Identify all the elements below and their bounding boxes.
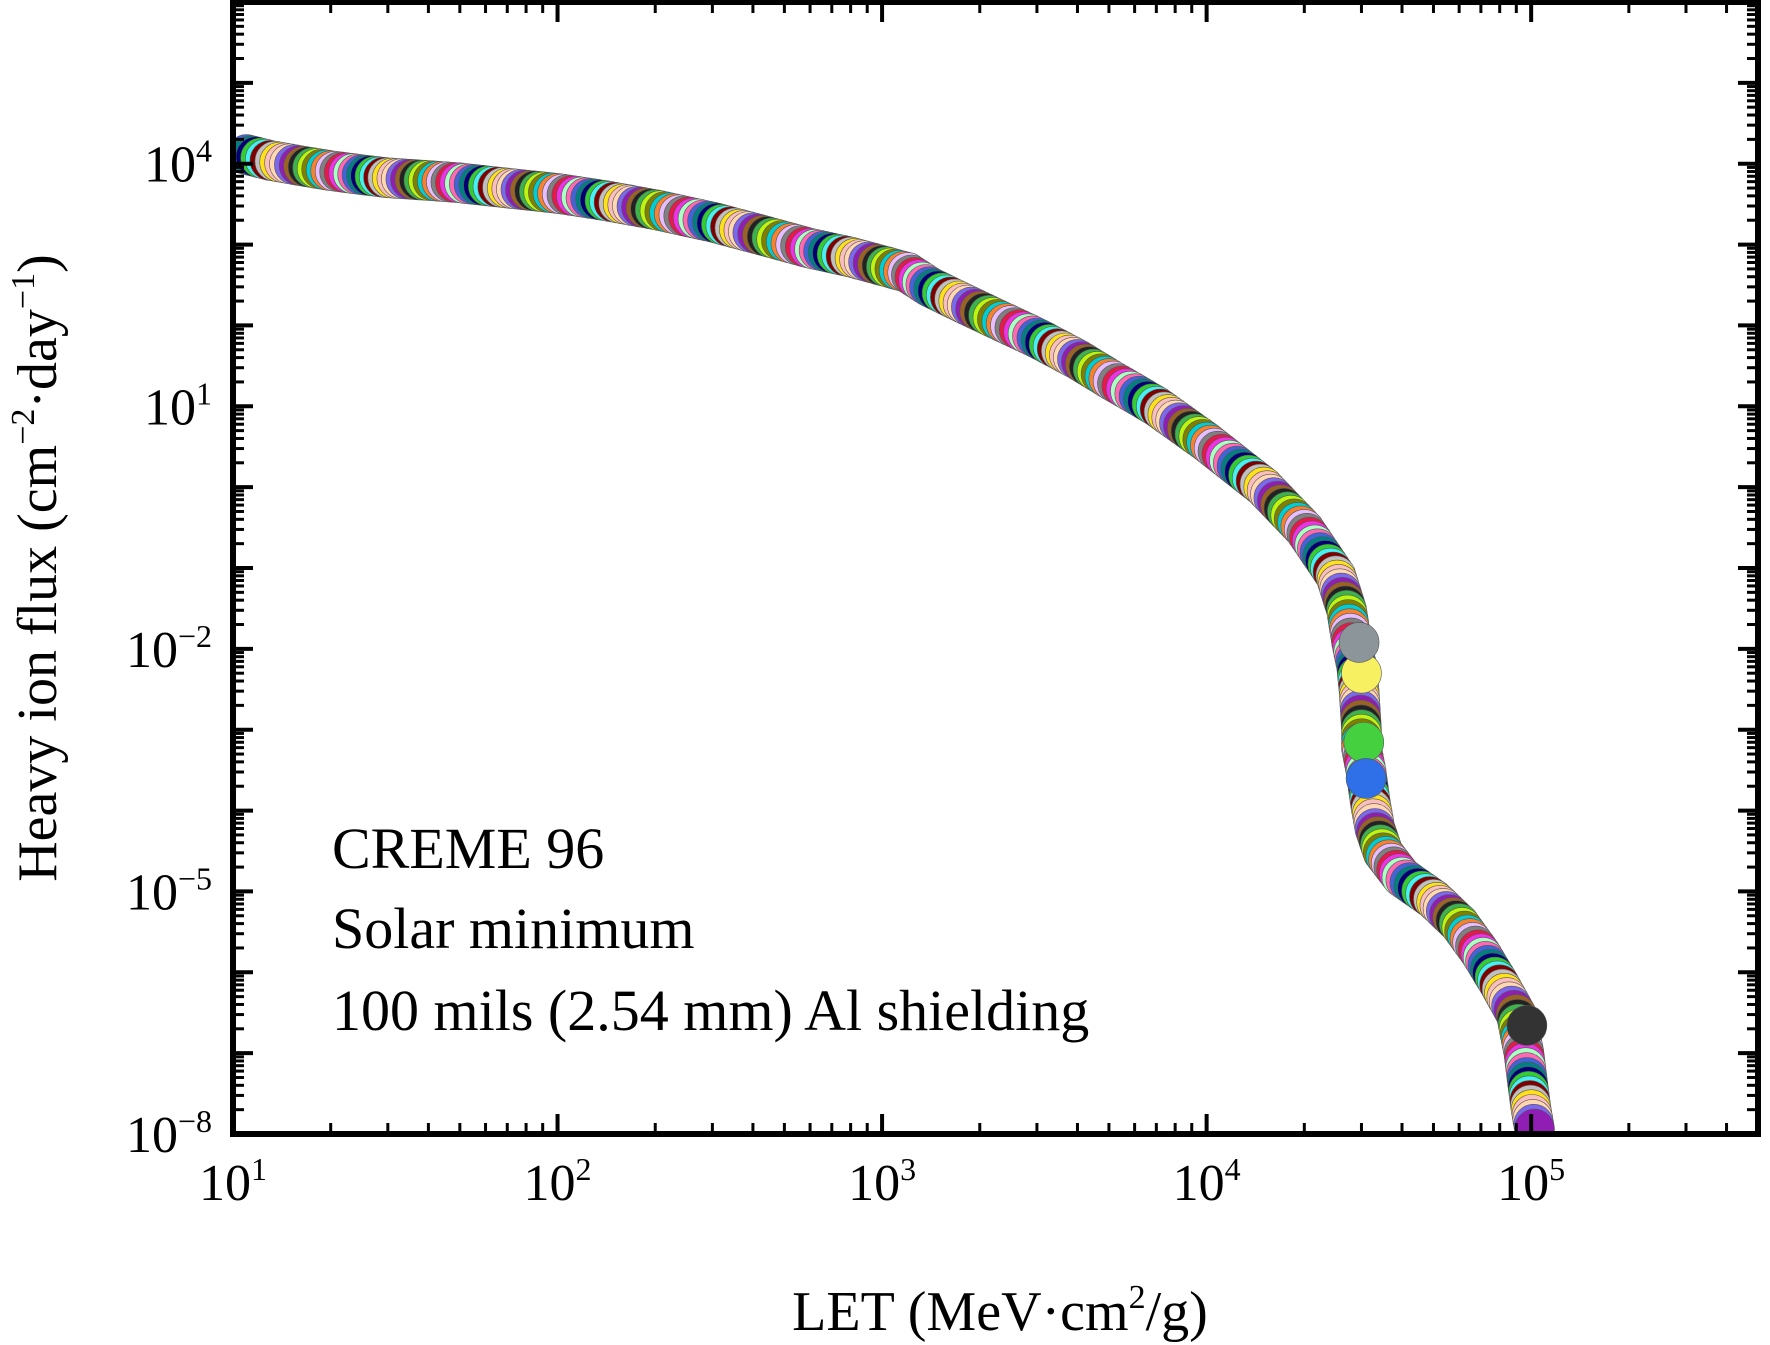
y-axis-title-post: ) — [7, 254, 69, 273]
y-tick-label: 10−2 — [126, 618, 212, 679]
y-axis-title-sup2: −1 — [5, 273, 42, 309]
y-tick-label: 10−8 — [126, 1103, 212, 1164]
x-tick-label: 101 — [199, 1151, 267, 1212]
x-tick-label: 103 — [848, 1151, 916, 1212]
x-axis-title: LET (MeV·cm2/g) — [792, 1279, 1208, 1343]
minor-ticks — [233, 2, 1760, 1134]
annotation-condition: Solar minimum — [332, 896, 695, 961]
data-point-highlight — [1345, 758, 1387, 799]
x-tick-label: 105 — [1497, 1151, 1565, 1212]
y-tick-label: 10−5 — [126, 860, 212, 921]
y-tick-labels: 10−8 10−5 10−2 101 104 — [126, 133, 212, 1164]
y-axis-title-pre: Heavy ion flux (cm — [7, 445, 69, 882]
data-point-highlight — [1343, 721, 1385, 763]
y-tick-label: 104 — [144, 133, 212, 194]
plot-frame — [230, 0, 1761, 1137]
x-tick-label: 102 — [524, 1151, 592, 1212]
major-ticks — [231, 0, 1758, 1136]
data-point-highlight — [1506, 1005, 1548, 1046]
clip-cover — [0, 1134, 1770, 1345]
annotation-model: CREME 96 — [332, 816, 604, 881]
y-tick-label: 101 — [144, 375, 212, 436]
y-axis-title: Heavy ion flux (cm−2·day−1) — [5, 254, 69, 882]
x-axis-title-sup: 2 — [1129, 1279, 1146, 1316]
x-tick-label: 104 — [1173, 1151, 1241, 1212]
x-tick-labels: 101 102 103 104 105 — [199, 1151, 1565, 1212]
y-axis-title-mid: ·day — [7, 309, 69, 409]
y-axis-title-sup1: −2 — [5, 409, 42, 445]
x-axis-title-pre: LET (MeV·cm — [792, 1281, 1128, 1343]
data-point-highlight — [1338, 622, 1380, 663]
clip-cover — [0, 0, 233, 1345]
x-axis-title-post: /g) — [1146, 1281, 1208, 1343]
annotation-shielding: 100 mils (2.54 mm) Al shielding — [332, 978, 1089, 1043]
